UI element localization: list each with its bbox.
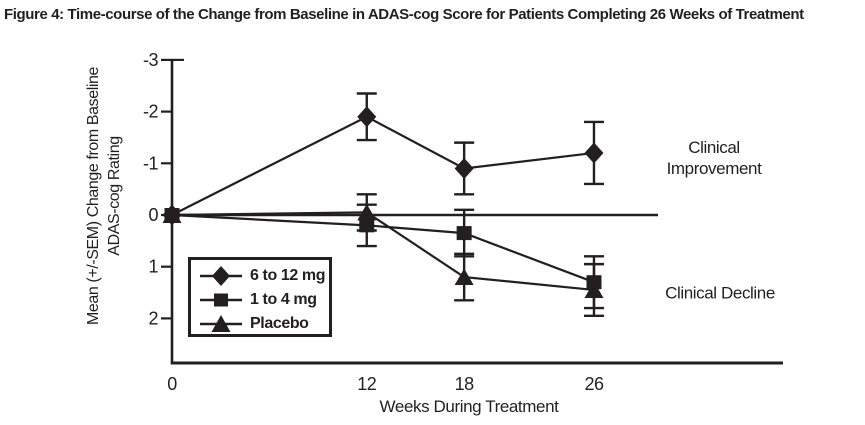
triangle-marker — [454, 268, 474, 286]
y-tick-label-0: 0 — [148, 205, 158, 225]
y-tick-label--2: -2 — [143, 102, 158, 122]
square-marker — [359, 218, 375, 233]
diamond-marker — [584, 142, 604, 164]
figure-title: Figure 4: Time-course of the Change from… — [4, 6, 804, 23]
square-marker — [164, 208, 180, 222]
series-line — [171, 211, 595, 292]
series-line — [171, 213, 595, 284]
x-tick-label-0: 0 — [167, 374, 177, 394]
square-marker — [456, 226, 472, 241]
legend-label-placebo: Placebo — [250, 315, 309, 332]
y-tick-label-1: 1 — [148, 257, 158, 277]
diamond-marker-icon — [200, 266, 242, 286]
y-tick-label--3: -3 — [143, 50, 158, 70]
square-marker — [586, 275, 602, 290]
legend-item-6-to-12-mg: 6 to 12 mg — [199, 264, 329, 288]
legend-item-1-to-4-mg: 1 to 4 mg — [199, 288, 329, 312]
y-tick-label--1: -1 — [143, 153, 158, 173]
annotation-clinical-decline: Clinical Decline — [665, 283, 775, 303]
legend: 6 to 12 mg 1 to 4 mg Placebo — [188, 257, 332, 337]
square-marker-icon — [200, 293, 242, 307]
legend-label-1-to-4-mg: 1 to 4 mg — [250, 291, 317, 308]
series-1-to-4-mg — [164, 203, 604, 310]
x-axis-title: Weeks During Treatment — [379, 397, 559, 416]
annotation-clinical-improvement: Clinical Improvement — [666, 138, 762, 178]
y-tick-label-2: 2 — [148, 308, 158, 328]
diamond-marker — [454, 157, 474, 179]
series-line — [171, 115, 595, 216]
series-6-to-12-mg — [162, 92, 604, 226]
legend-item-placebo: Placebo — [199, 312, 329, 336]
diamond-marker — [357, 106, 377, 128]
x-tick-label-26: 26 — [584, 374, 604, 394]
triangle-marker-icon — [200, 315, 242, 332]
x-tick-label-18: 18 — [455, 374, 475, 394]
legend-label-6-to-12-mg: 6 to 12 mg — [250, 267, 326, 284]
x-tick-label-12: 12 — [357, 374, 377, 394]
